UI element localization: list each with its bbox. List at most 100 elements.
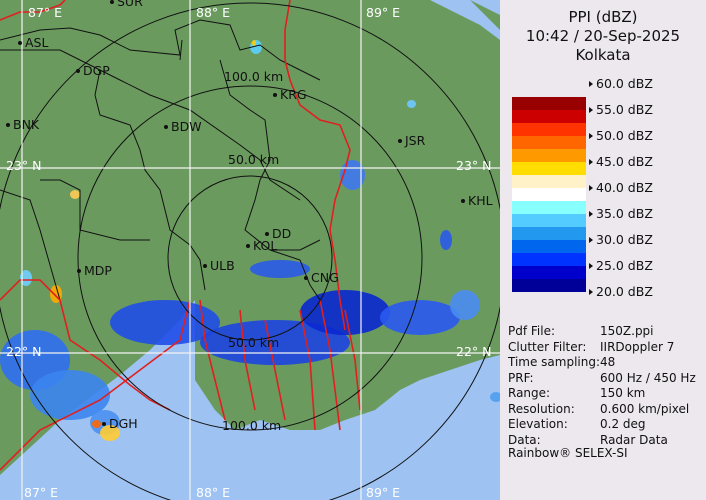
radar-map[interactable]: 87° E 88° E 89° E 87° E 88° E 89° E 23° … <box>0 0 500 500</box>
range-label-100-bottom: 100.0 km <box>222 418 281 433</box>
station-marker <box>164 125 168 129</box>
echo-cell <box>440 230 452 250</box>
legend-tick: 20.0 dBZ <box>589 285 653 299</box>
station-label-krg: KRG <box>280 87 307 102</box>
legend-tick: 30.0 dBZ <box>589 233 653 247</box>
info-row: PRF: 600 Hz / 450 Hz <box>508 370 696 386</box>
info-label: Time sampling: <box>508 355 601 369</box>
info-row: Resolution: 0.600 km/pixel <box>508 401 689 417</box>
range-label-50-bottom: 50.0 km <box>228 335 279 350</box>
info-label: Resolution: <box>508 401 575 416</box>
echo-cell <box>490 392 500 402</box>
station-marker <box>273 93 277 97</box>
station-marker <box>203 264 207 268</box>
info-label: Range: <box>508 386 551 400</box>
station-label-mdp: MDP <box>84 263 112 278</box>
station-name: Kolkata <box>575 46 631 64</box>
sea <box>0 300 500 500</box>
info-row: Pdf File: 150Z.ppi <box>508 324 654 339</box>
station-marker <box>304 276 308 280</box>
legend-color-band <box>512 253 586 266</box>
station-marker <box>246 244 250 248</box>
lon-label-87-bottom: 87° E <box>24 485 58 500</box>
legend-tick: 25.0 dBZ <box>589 259 653 273</box>
station-label-dgp: DGP <box>83 63 110 78</box>
lat-label-23-right: 23° N <box>456 158 491 173</box>
legend-tick: 60.0 dBZ <box>589 77 653 91</box>
legend-tick: 35.0 dBZ <box>589 207 653 221</box>
legend-color-band <box>512 201 586 214</box>
info-row: Range: 150 km <box>508 386 645 401</box>
station-marker <box>102 422 106 426</box>
district-borders <box>0 19 321 301</box>
echo-cell <box>407 100 416 108</box>
info-label: Elevation: <box>508 417 568 431</box>
info-value: 0.600 km/pixel <box>600 401 690 416</box>
info-row: Data: Radar Data <box>508 432 668 448</box>
echo-cell <box>20 270 32 286</box>
legend-color-band <box>512 136 586 149</box>
lat-lon-grid <box>0 0 500 500</box>
station-marker <box>77 269 81 273</box>
echo-cell <box>380 300 460 335</box>
echo-cell <box>252 40 256 46</box>
lat-label-22-left: 22° N <box>6 344 41 359</box>
lon-label-88-bottom: 88° E <box>196 485 230 500</box>
info-value: 150 km <box>600 386 646 400</box>
station-label-khl: KHL <box>468 193 493 208</box>
range-rings <box>0 2 500 500</box>
station-label-jsr: JSR <box>404 133 426 148</box>
station-label-cng: CNG <box>311 270 339 285</box>
lat-label-22-right: 22° N <box>456 344 491 359</box>
legend-color-band <box>512 240 586 253</box>
info-row: Time sampling: 48 <box>508 355 615 370</box>
station-marker <box>398 139 402 143</box>
echo-cell <box>100 425 120 441</box>
station-label-ulb: ULB <box>210 258 235 273</box>
product-title: PPI (dBZ) <box>568 8 638 26</box>
credit: Rainbow® SELEX-SI <box>508 446 628 460</box>
legend-tick: 45.0 dBZ <box>589 155 653 169</box>
station-marker <box>6 123 10 127</box>
station-marker <box>18 41 22 45</box>
info-label: PRF: <box>508 370 534 385</box>
legend-tick: 55.0 dBZ <box>589 103 653 117</box>
station-marker <box>265 232 269 236</box>
echo-cell <box>250 260 310 278</box>
info-label: Clutter Filter: <box>508 339 587 354</box>
legend-color-band <box>512 149 586 162</box>
echo-cell <box>30 370 110 420</box>
legend-color-band <box>512 188 586 201</box>
info-value: IIRDoppler 7 <box>600 339 675 354</box>
legend-color-band <box>512 214 586 227</box>
info-value: 48 <box>600 355 616 369</box>
range-label-100-top: 100.0 km <box>224 69 283 84</box>
info-label: Data: <box>508 432 541 447</box>
legend-color-band <box>512 227 586 240</box>
timestamp: 10:42 / 20-Sep-2025 <box>525 27 681 45</box>
station-marker <box>461 199 465 203</box>
station-label-kol: KOL <box>253 238 277 253</box>
lon-label-89: 89° E <box>366 5 400 20</box>
legend-color-band <box>512 97 586 110</box>
echo-cell <box>70 190 80 199</box>
lat-label-23-left: 23° N <box>6 158 41 173</box>
station-label-dd: DD <box>272 226 291 241</box>
legend-color-band <box>512 123 586 136</box>
range-label-50-top: 50.0 km <box>228 152 279 167</box>
station-label-dgh: DGH <box>109 416 138 431</box>
echo-cell <box>92 420 101 428</box>
echo-cell <box>110 300 220 345</box>
station-label-bnk: BNK <box>13 117 40 132</box>
state-borders <box>0 0 361 471</box>
station-label-asl: ASL <box>25 35 48 50</box>
info-value: 150Z.ppi <box>600 324 654 338</box>
legend-color-band <box>512 162 586 175</box>
river-water <box>430 0 500 40</box>
info-value: Radar Data <box>600 432 668 447</box>
legend-color-band <box>512 266 586 279</box>
legend-tick: 50.0 dBZ <box>589 129 653 143</box>
info-row: Clutter Filter: IIRDoppler 7 <box>508 339 674 355</box>
station-marker <box>76 69 80 73</box>
info-label: Pdf File: <box>508 324 556 338</box>
